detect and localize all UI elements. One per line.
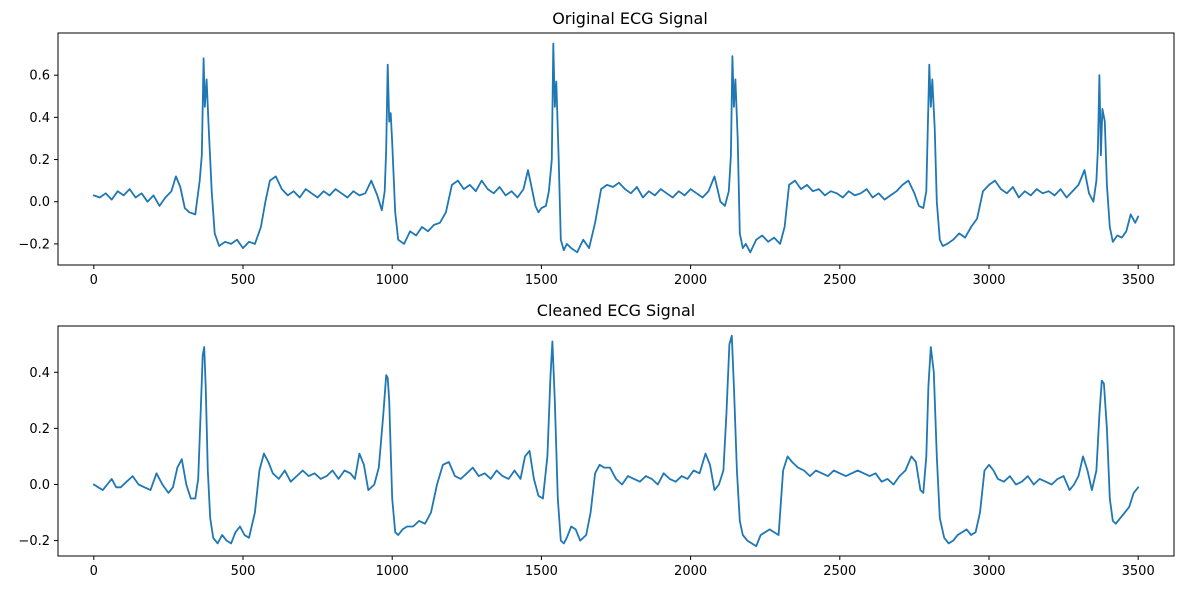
top-x-tick-label: 3000: [972, 273, 1005, 288]
top-chart-title: Original ECG Signal: [552, 9, 708, 28]
top-y-tick-label: −0.2: [18, 237, 50, 252]
bottom-x-tick-label: 1000: [376, 564, 409, 579]
bottom-x-tick-label: 1500: [525, 564, 558, 579]
top-x-tick-label: 1500: [525, 273, 558, 288]
bottom-x-tick-label: 3000: [972, 564, 1005, 579]
bottom-plot-area: 0 500 1000 1500 2000 2500 3000 3500 −0.2 0.0 0.2 0.…: [18, 334, 1155, 579]
bottom-y-tick-label: 0.4: [29, 366, 50, 381]
top-plot-area: 0 500 1000 1500 2000 2500 3000 3500 −0.2 0.0 0.2 0.…: [18, 42, 1155, 288]
top-plot-frame: [57, 32, 1175, 266]
bottom-x-tick-label: 0: [90, 564, 98, 579]
top-y-tick-label: 0.0: [29, 195, 50, 210]
top-x-tick-label: 0: [90, 273, 98, 288]
bottom-y-tick-label: −0.2: [18, 534, 50, 549]
bottom-plot-frame: [57, 325, 1175, 557]
top-x-tick-label: 500: [231, 273, 256, 288]
top-x-tick-label: 1000: [376, 273, 409, 288]
top-y-tick-label: 0.4: [29, 111, 50, 126]
bottom-x-tick-label: 3500: [1122, 564, 1155, 579]
bottom-signal-line: [92, 334, 1140, 548]
bottom-y-tick-label: 0.2: [29, 422, 50, 437]
bottom-y-tick-label: 0.0: [29, 478, 50, 493]
top-x-tick-label: 2000: [674, 273, 707, 288]
bottom-x-tick-label: 2500: [823, 564, 856, 579]
top-subplot: Original ECG Signal 0 500 1000 1500 2000 2500…: [18, 9, 1175, 288]
bottom-x-tick-label: 2000: [674, 564, 707, 579]
top-signal-line: [92, 42, 1140, 254]
top-y-tick-label: 0.6: [29, 69, 50, 84]
top-y-tick-label: 0.2: [29, 153, 50, 168]
top-x-tick-label: 3500: [1122, 273, 1155, 288]
top-x-tick-label: 2500: [823, 273, 856, 288]
bottom-subplot: Cleaned ECG Signal 0 500 1000 1500 2000 2500 3…: [18, 301, 1175, 579]
bottom-chart-title: Cleaned ECG Signal: [537, 301, 695, 320]
bottom-x-tick-label: 500: [231, 564, 256, 579]
